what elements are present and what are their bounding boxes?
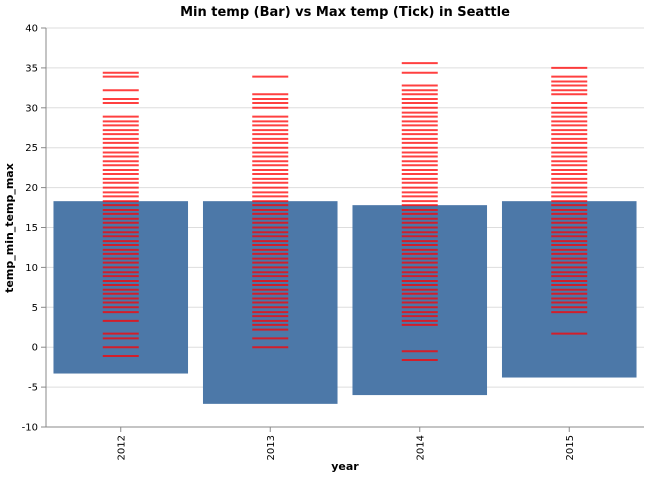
- y-tick-label: 40: [25, 24, 38, 35]
- y-axis-title: temp_min_temp_max: [3, 163, 16, 293]
- x-axis-title: year: [331, 460, 359, 473]
- bar-layer: [53, 201, 637, 404]
- y-tick-label: -10: [22, 423, 38, 434]
- bar-2012: [53, 201, 189, 374]
- chart-title: Min temp (Bar) vs Max temp (Tick) in Sea…: [180, 5, 510, 20]
- y-tick-label: 10: [25, 263, 38, 274]
- y-tick-label: 5: [32, 303, 38, 314]
- y-tick-label: 15: [25, 223, 38, 234]
- x-tick-label: 2015: [565, 435, 576, 460]
- y-tick-label: -5: [28, 383, 38, 394]
- tick-layer: [102, 62, 588, 361]
- y-tick-label: 25: [25, 143, 38, 154]
- x-tick-label: 2012: [116, 435, 127, 460]
- y-tick-label: 35: [25, 63, 38, 74]
- x-tick-label: 2013: [266, 435, 277, 460]
- x-tick-label: 2014: [415, 435, 426, 460]
- y-tick-label: 20: [25, 183, 38, 194]
- y-tick-label: 30: [25, 103, 38, 114]
- axis-layer: -10 -5 0 5 10 15 20 25 30 35 40 2012 2013 2014 2015: [22, 24, 644, 460]
- y-tick-label: 0: [32, 343, 38, 354]
- bar-2014: [352, 205, 488, 396]
